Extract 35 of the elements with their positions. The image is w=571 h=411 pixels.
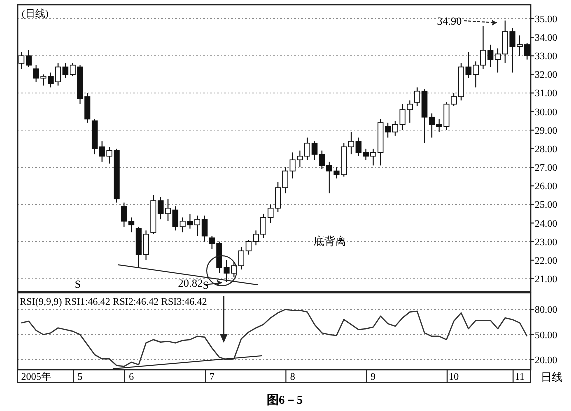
y-tick-label: 32.00 bbox=[535, 70, 558, 82]
y-tick-label: 26.00 bbox=[535, 182, 558, 193]
y-tick-label: 50.00 bbox=[535, 330, 558, 342]
y-tick-label: 23.00 bbox=[535, 237, 558, 248]
y-tick-label: 34.00 bbox=[535, 33, 558, 44]
line-series bbox=[21, 309, 528, 368]
text: 日线 bbox=[541, 371, 563, 384]
y-tick-label: 24.00 bbox=[535, 218, 558, 230]
y-tick-label: 27.00 bbox=[535, 163, 558, 174]
annotation: 34.90 bbox=[437, 16, 462, 28]
x-tick-label: 6 bbox=[129, 372, 134, 383]
y-tick-label: 29.00 bbox=[535, 126, 558, 137]
y-tick-label: 35.00 bbox=[535, 14, 558, 26]
chart-title: (日线) bbox=[22, 8, 49, 20]
x-tick-label: 9 bbox=[370, 372, 376, 383]
y-tick-label: 31.00 bbox=[535, 88, 558, 100]
y-tick-label: 22.00 bbox=[535, 256, 558, 267]
annotation: 20.82 bbox=[178, 278, 203, 290]
x-tick-label: 8 bbox=[290, 372, 296, 383]
y-tick-label: 80.00 bbox=[535, 305, 558, 316]
annotation: 底背离 bbox=[314, 235, 346, 248]
y-tick-label: 30.00 bbox=[535, 107, 558, 118]
caption: 图6－5 bbox=[267, 393, 303, 407]
x-tick-label: 2005年 bbox=[21, 371, 52, 383]
y-tick-label: 28.00 bbox=[535, 144, 558, 156]
x-tick-label: 11 bbox=[515, 372, 525, 383]
y-tick-label: 33.00 bbox=[535, 52, 558, 63]
chart-title: RSI(9,9,9) RSI1:46.42 RSI2:46.42 RSI3:46.42 bbox=[20, 297, 208, 308]
x-tick-label: 5 bbox=[78, 372, 83, 383]
y-tick-label: 21.00 bbox=[535, 274, 558, 286]
x-tick-label: 10 bbox=[449, 372, 460, 383]
annotation: S bbox=[74, 279, 82, 291]
x-tick-label: 7 bbox=[210, 372, 215, 383]
y-tick-label: 25.00 bbox=[535, 200, 558, 212]
y-tick-label: 20.00 bbox=[535, 355, 558, 366]
